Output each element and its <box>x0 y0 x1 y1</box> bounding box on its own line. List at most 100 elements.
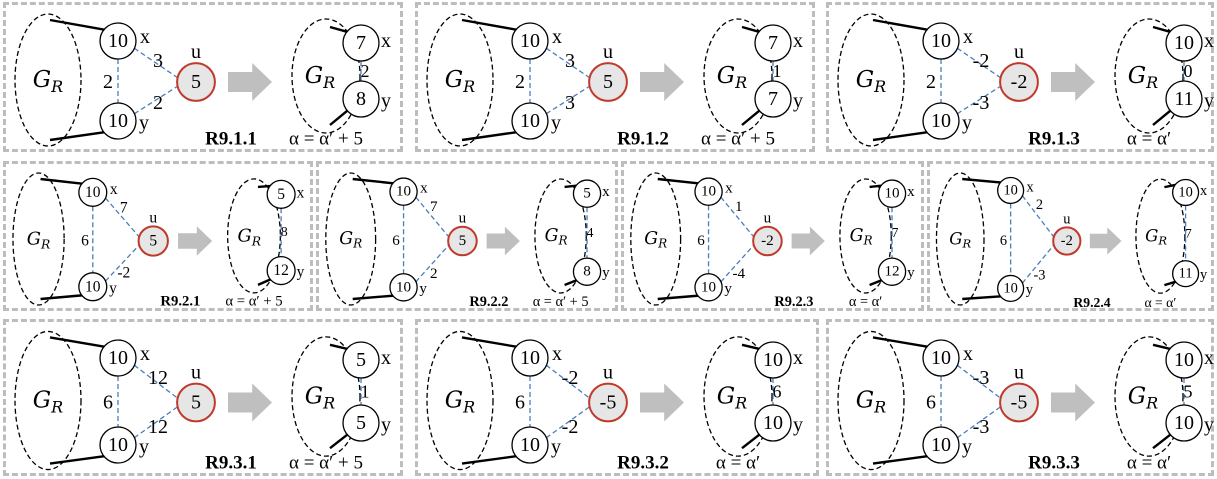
node-y-label: y <box>724 281 732 297</box>
rule-graph: GR 10 10 x y 6 7 -2 5 u GR 5 12 x y 8 R9.2.1 α = α′ + 5 <box>12 172 305 310</box>
node-x <box>694 177 723 206</box>
weight-x-y-result: 0 <box>1184 61 1193 81</box>
rule-panel-R9-2-4: GR 10 10 x y 6 2 -3 -2 u GR 10 11 x y 7 R9.2.4 α = α′ <box>927 161 1214 311</box>
weight-x-y-result: 4 <box>587 225 594 240</box>
node-y-result-value: 8 <box>356 88 366 110</box>
weight-u-x: -2 <box>562 367 579 389</box>
node-x-value: 10 <box>931 30 951 52</box>
rule-formula: α = α′ <box>1127 453 1171 474</box>
weight-x-y: 6 <box>926 392 936 414</box>
node-y-result-label: y <box>1204 414 1214 436</box>
edge-u-y <box>956 405 1002 439</box>
node-x-result-label: x <box>1204 30 1214 52</box>
weight-x-y-result: 1 <box>361 382 370 402</box>
weight-u-x: 3 <box>565 50 575 72</box>
edge-u-x <box>545 364 591 400</box>
rule-id: R9.1.1 <box>205 129 257 150</box>
node-x-value: 10 <box>108 347 128 369</box>
edge-x-to-graph <box>872 18 931 32</box>
node-y-label: y <box>1026 282 1034 298</box>
edge-y-to-graph <box>872 454 931 465</box>
node-y-result <box>1165 404 1203 442</box>
node-y-value: 10 <box>931 434 951 456</box>
node-x-value: 10 <box>108 30 128 52</box>
graph-remainder-ellipse-result <box>703 336 773 457</box>
weight-x-y: 6 <box>81 233 89 250</box>
graph-remainder-ellipse-result <box>1114 336 1184 457</box>
reduction-arrow <box>1089 227 1122 255</box>
node-u-value: -2 <box>1061 233 1073 249</box>
weight-x-y-result: 2 <box>361 61 370 81</box>
weight-x-y: 2 <box>103 71 113 93</box>
node-u-label: u <box>603 41 613 63</box>
rule-id: R9.3.1 <box>205 453 257 474</box>
node-y-result <box>266 256 296 286</box>
graph-remainder-ellipse <box>935 172 985 306</box>
graph-remainder-label: GR <box>644 229 667 251</box>
edge-u-x <box>1021 195 1055 238</box>
edge-x-to-graph <box>657 177 701 185</box>
node-u-label: u <box>1014 362 1024 384</box>
node-x-label: x <box>140 343 150 365</box>
node-u <box>447 225 478 257</box>
graph-remainder-ellipse <box>12 172 65 306</box>
weight-x-y: 6 <box>1000 233 1007 249</box>
node-x-label: x <box>963 26 973 48</box>
edge-u-x <box>104 197 140 238</box>
graph-remainder-label-result: GR <box>717 384 747 413</box>
node-y <box>511 102 549 140</box>
node-y-label: y <box>551 436 561 458</box>
node-y-result <box>877 257 907 286</box>
node-y-result <box>342 80 380 118</box>
node-y-result-label: y <box>1200 267 1208 283</box>
node-y-label: y <box>962 436 972 458</box>
reduction-arrow <box>228 383 272 422</box>
node-u <box>999 382 1039 423</box>
graph-remainder-ellipse <box>14 13 82 147</box>
node-x-result-label: x <box>793 30 803 52</box>
edge-u-x <box>720 196 755 238</box>
edge-u-x <box>956 364 1002 400</box>
node-x-result-value: 10 <box>1174 32 1194 54</box>
graph-remainder-label-result: GR <box>1128 63 1158 92</box>
rule-id: R9.1.3 <box>1028 129 1080 150</box>
graph-remainder-label: GR <box>33 388 63 417</box>
edge-y-to-graph <box>872 130 931 142</box>
node-y-result-label: y <box>793 90 803 112</box>
node-y-result-label: y <box>793 414 803 436</box>
edge-y-to-graph-result <box>741 432 762 450</box>
edge-y-to-graph-result <box>1152 108 1173 126</box>
weight-u-x: 7 <box>120 199 128 216</box>
edge-y-to-graph-result <box>741 108 762 126</box>
node-x-label: x <box>420 181 428 197</box>
edge-y-to-graph <box>461 454 520 465</box>
edge-y-to-graph <box>657 294 701 301</box>
node-x-result <box>1165 341 1203 379</box>
node-x-result <box>1165 24 1203 62</box>
node-x <box>99 22 137 60</box>
edge-x-to-graph <box>352 177 396 185</box>
node-y-label: y <box>419 281 427 297</box>
rule-panel-R9-1-2: GR 10 10 x y 2 3 3 5 u GR 7 7 x y 1 R9.1.2 α = α′ + 5 <box>415 2 815 152</box>
graph-remainder-label: GR <box>445 67 475 96</box>
graph-remainder-label-result: GR <box>305 63 335 92</box>
node-y-result-value: 8 <box>583 264 591 280</box>
node-u <box>1052 226 1082 256</box>
node-x-value: 10 <box>396 184 411 200</box>
node-u-value: 5 <box>149 233 157 250</box>
weight-x-y: 6 <box>515 392 525 414</box>
graph-remainder-ellipse <box>14 330 82 471</box>
weight-x-y: 2 <box>926 71 936 93</box>
node-y-result-value: 12 <box>273 262 289 279</box>
node-x <box>78 177 108 207</box>
node-y-result <box>1171 260 1200 288</box>
node-x <box>997 176 1025 205</box>
node-y <box>99 426 137 464</box>
edge-y-to-graph <box>352 294 396 301</box>
weight-x-y-result: 5 <box>1184 382 1193 402</box>
node-u <box>137 225 169 257</box>
node-x-result-value: 10 <box>884 186 899 202</box>
